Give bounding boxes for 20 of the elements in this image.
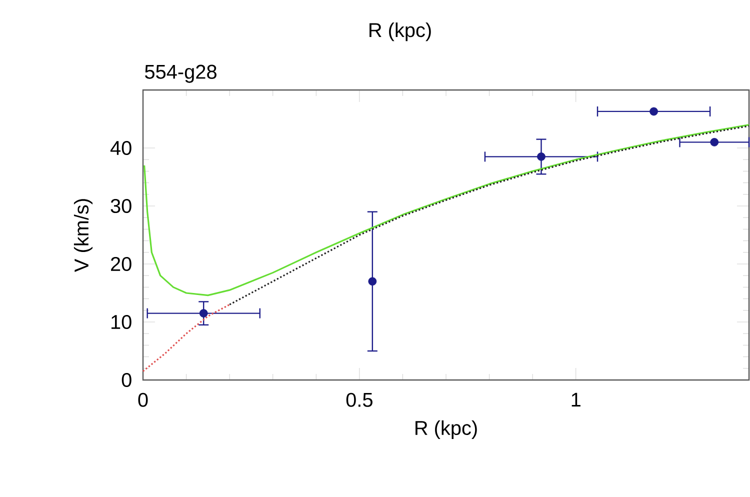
x-tick-label: 0: [138, 392, 148, 407]
y-tick-label: 0: [122, 372, 132, 388]
line-series: [144, 124, 750, 296]
chart-title: 554-g28: [145, 64, 216, 83]
line-series: [228, 125, 750, 306]
y-tick-label: 10: [112, 314, 132, 330]
point: [368, 277, 377, 286]
x-tick-label: 0.5: [346, 392, 372, 407]
y-tick-label: 30: [110, 198, 132, 214]
point: [199, 309, 208, 318]
y-tick-label: 20: [111, 256, 132, 272]
x-axis-title: R (kpc): [416, 420, 477, 439]
point: [710, 138, 719, 146]
text: R (kpc): [370, 22, 431, 42]
y-tick-label: 40: [110, 140, 132, 156]
point: [650, 107, 658, 116]
x-tick-label: 1: [572, 392, 580, 407]
y-axis-title: V (km/s): [74, 199, 93, 272]
line-series: [142, 304, 230, 372]
point: [537, 152, 546, 161]
